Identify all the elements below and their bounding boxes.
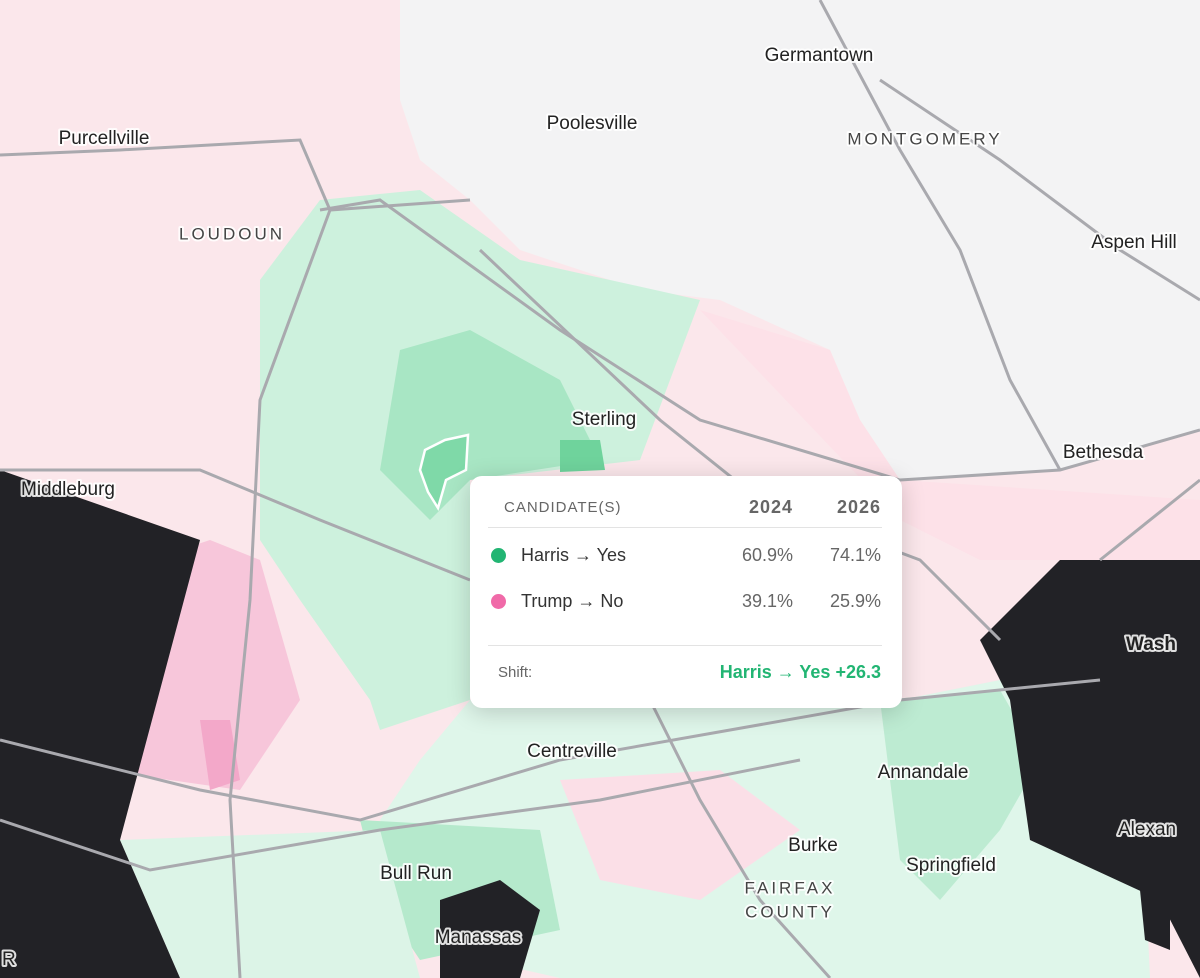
- place-label: Centreville: [527, 741, 617, 762]
- road: [879, 78, 1200, 302]
- place-label: Germantown: [765, 45, 874, 66]
- place-label: FAIRFAX: [745, 878, 836, 897]
- vote-share: 39.1%: [741, 591, 793, 611]
- road: [0, 468, 471, 582]
- dark-area: [0, 470, 200, 978]
- dark-area: [980, 560, 1200, 978]
- selected-precinct: [418, 433, 470, 512]
- dark-area: [1140, 890, 1170, 950]
- precinct-area: [880, 690, 1040, 900]
- shift-value: Harris → Yes +26.3: [719, 662, 881, 682]
- place-label: Springfield: [906, 855, 996, 876]
- road: [1099, 478, 1200, 562]
- vote-share: 74.1%: [829, 545, 881, 565]
- divider: [488, 645, 882, 646]
- road: [818, 0, 1062, 471]
- road: [228, 209, 332, 978]
- place-label: Manassas: [435, 927, 522, 948]
- legend-dot: [491, 594, 506, 609]
- place-label: Burke: [788, 835, 838, 856]
- legend-dot: [491, 548, 506, 563]
- place-label: R: [2, 949, 16, 970]
- place-label: Annandale: [878, 762, 969, 783]
- tooltip-header: CANDIDATE(S): [504, 499, 622, 516]
- shift-label: Shift:: [498, 664, 533, 681]
- place-label: Aspen Hill: [1091, 232, 1177, 253]
- place-label: LOUDOUN: [179, 224, 285, 243]
- place-label: Bethesda: [1063, 442, 1144, 463]
- road: [0, 138, 471, 212]
- place-label: Alexan: [1118, 819, 1176, 840]
- road: [0, 758, 801, 872]
- place-label: Purcellville: [59, 128, 150, 149]
- precinct-area: [200, 720, 240, 790]
- tooltip: CANDIDATE(S) 2024 2026 Shift: Harris → Y…: [470, 476, 902, 708]
- place-label: Middleburg: [21, 479, 115, 500]
- precinct-area: [120, 830, 420, 978]
- road: [648, 699, 832, 978]
- tooltip-year: 2026: [836, 497, 881, 517]
- vote-share: 60.9%: [741, 545, 793, 565]
- place-label: Bull Run: [380, 863, 452, 884]
- precinct-area: [700, 310, 1200, 560]
- divider: [488, 527, 882, 528]
- place-label: Sterling: [572, 409, 636, 430]
- place-label: COUNTY: [745, 902, 835, 921]
- tooltip-year: 2024: [748, 497, 793, 517]
- place-label: Wash: [1126, 634, 1176, 655]
- precinct-area: [560, 440, 605, 472]
- candidate-name: Trump → No: [521, 591, 624, 611]
- road: [0, 678, 1101, 822]
- candidate-name: Harris → Yes: [521, 545, 627, 565]
- place-label: MONTGOMERY: [847, 129, 1002, 148]
- vote-share: 25.9%: [829, 591, 881, 611]
- dark-area: [440, 880, 540, 978]
- water-land: [400, 0, 1200, 480]
- place-label: Poolesville: [547, 113, 638, 134]
